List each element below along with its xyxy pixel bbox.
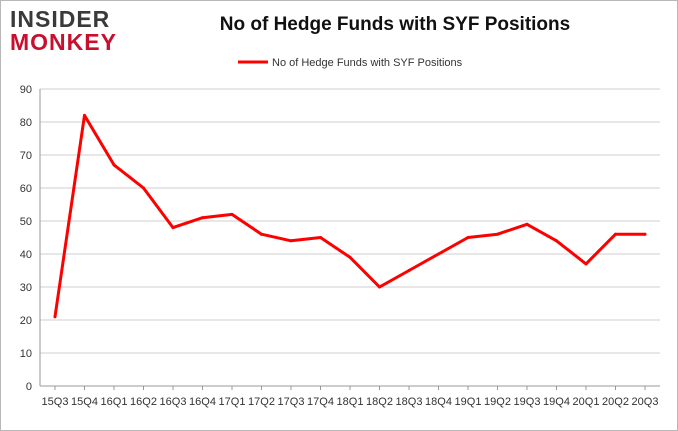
y-tick-label: 80 <box>20 117 32 129</box>
x-tick-label: 20Q1 <box>573 396 600 408</box>
data-point <box>407 269 411 272</box>
x-axis-labels: 15Q3 15Q4 16Q1 16Q2 16Q3 16Q4 17Q1 17Q2 17Q3 17Q4… <box>42 396 659 408</box>
x-tick-label: 18Q1 <box>337 396 364 408</box>
data-point <box>289 239 293 243</box>
data-point <box>614 232 617 236</box>
y-tick-label: 40 <box>20 249 32 261</box>
y-tick-label: 60 <box>20 183 32 195</box>
x-tick-label: 18Q2 <box>366 396 393 408</box>
chart-title: No of Hedge Funds with SYF Positions <box>219 14 571 35</box>
data-point <box>201 216 204 220</box>
x-tick-label: 15Q3 <box>42 396 69 408</box>
x-tick-label: 17Q1 <box>219 396 246 408</box>
data-point <box>348 255 352 259</box>
y-axis-labels: 0 10 20 30 40 50 60 70 80 90 <box>20 84 32 393</box>
data-point <box>378 285 381 289</box>
x-tick-label: 18Q4 <box>425 396 452 408</box>
legend-label: No of Hedge Funds with SYF Positions <box>272 57 463 69</box>
y-tick-label: 0 <box>26 381 32 393</box>
data-point <box>53 315 57 319</box>
gridlines <box>40 88 660 387</box>
x-tick-label: 16Q2 <box>130 396 157 408</box>
y-tick-label: 90 <box>20 84 32 96</box>
logo-line-2: MONKEY <box>10 29 117 55</box>
data-point <box>83 113 86 117</box>
logo-line-1: INSIDER <box>10 6 111 32</box>
legend: No of Hedge Funds with SYF Positions <box>238 57 463 69</box>
data-point <box>260 232 263 236</box>
data-point <box>112 163 116 167</box>
data-point <box>555 239 558 243</box>
data-point <box>230 212 234 216</box>
x-tick-label: 16Q3 <box>160 396 187 408</box>
x-tick-label: 18Q3 <box>396 396 423 408</box>
data-point <box>466 236 470 239</box>
axes <box>39 89 646 390</box>
data-point <box>171 226 175 230</box>
x-tick-label: 16Q1 <box>101 396 128 408</box>
y-tick-label: 70 <box>20 150 32 162</box>
x-tick-label: 19Q3 <box>514 396 541 408</box>
x-tick-label: 17Q3 <box>278 396 305 408</box>
data-point <box>319 236 322 239</box>
y-tick-label: 50 <box>20 216 32 228</box>
x-tick-label: 17Q4 <box>307 396 334 408</box>
data-point <box>496 232 499 236</box>
y-tick-label: 30 <box>20 282 32 294</box>
insider-monkey-logo: INSIDER MONKEY <box>10 8 130 56</box>
data-point <box>584 262 588 266</box>
y-tick-label: 10 <box>20 348 32 360</box>
x-tick-label: 20Q2 <box>602 396 629 408</box>
x-tick-label: 17Q2 <box>248 396 275 408</box>
y-tick-label: 20 <box>20 315 32 327</box>
data-point <box>525 222 529 226</box>
x-tick-label: 19Q4 <box>543 396 570 408</box>
x-tick-label: 15Q4 <box>71 396 98 408</box>
x-tick-label: 20Q3 <box>632 396 659 408</box>
x-tick-label: 19Q1 <box>455 396 482 408</box>
x-tick-label: 16Q4 <box>189 396 216 408</box>
data-point <box>643 232 647 236</box>
series-layer <box>53 113 647 319</box>
data-point <box>437 252 440 256</box>
data-point <box>142 186 145 190</box>
x-tick-label: 19Q2 <box>484 396 511 408</box>
